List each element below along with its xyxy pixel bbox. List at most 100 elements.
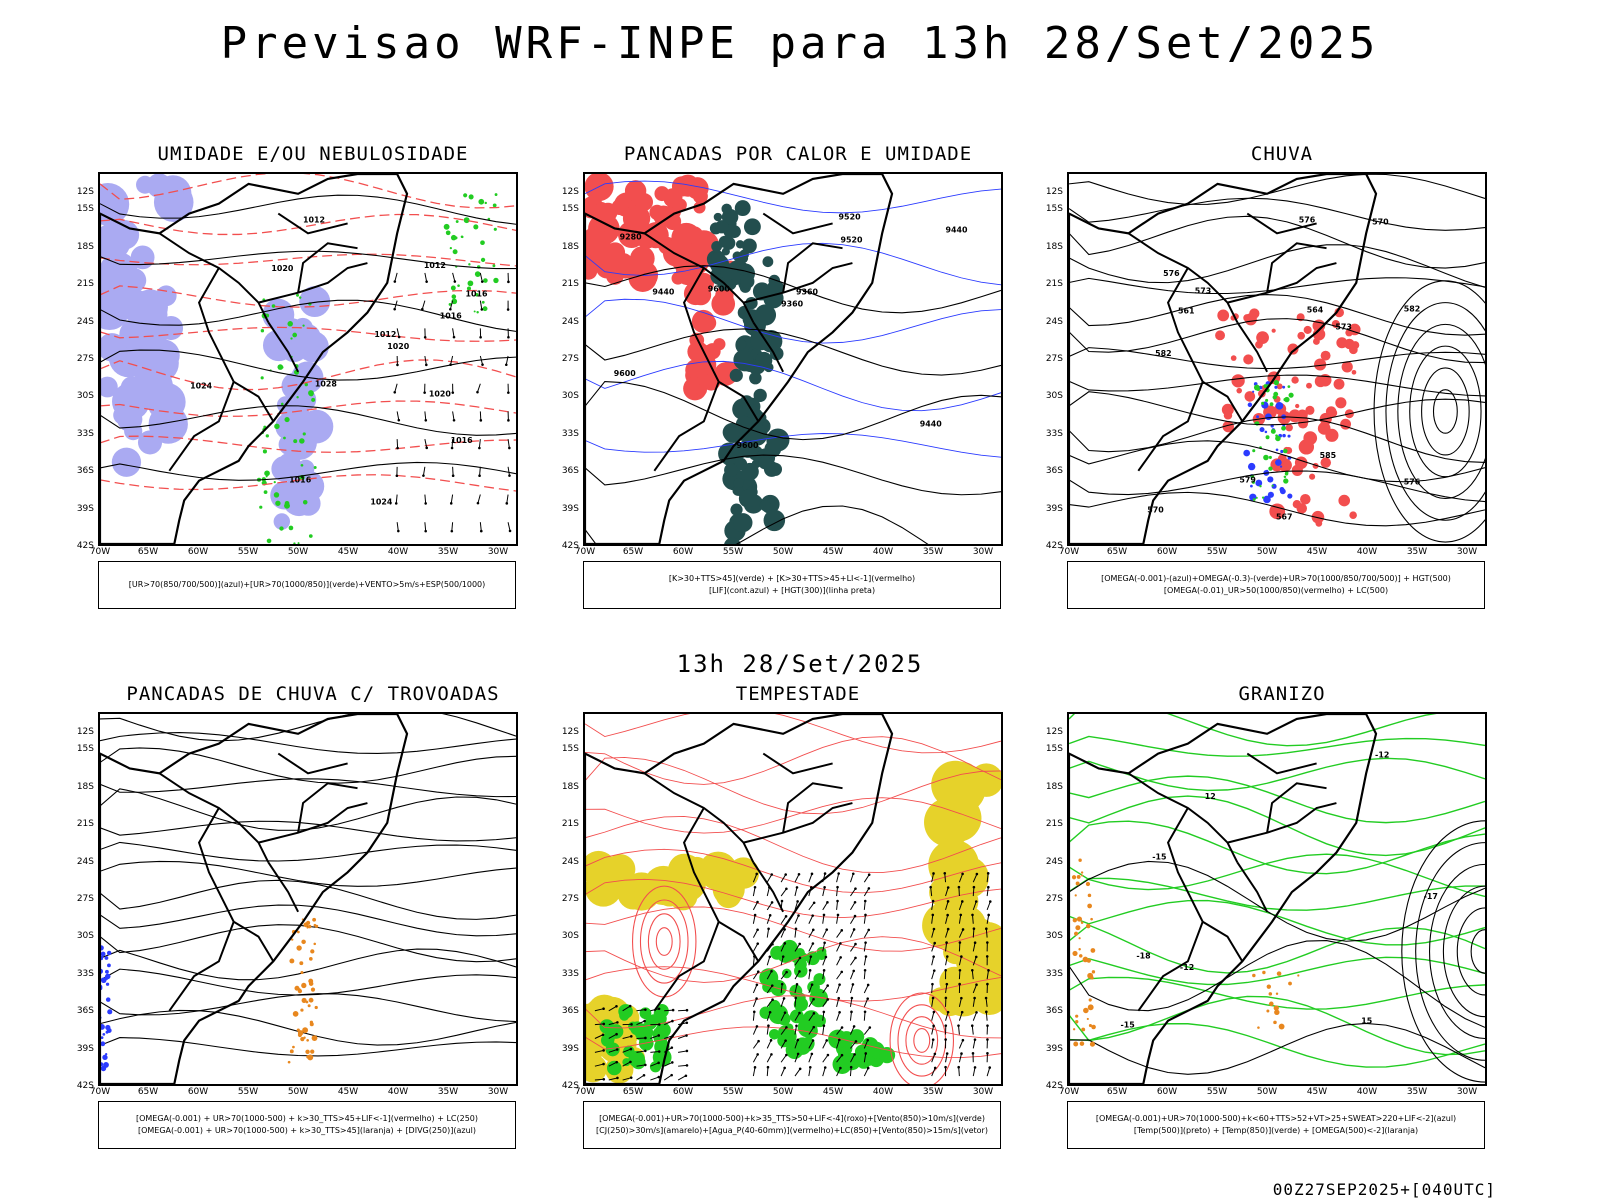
rain-shade [1314, 358, 1327, 371]
wind-vector-head [480, 280, 484, 283]
wind-vector [971, 970, 974, 980]
convection-shade [713, 338, 726, 351]
thunderstorm-shade [105, 1030, 109, 1034]
rain-shade [1291, 464, 1303, 476]
contour-label: 1020 [271, 264, 294, 273]
rain-shade [1351, 369, 1357, 375]
wind-vector [836, 887, 839, 897]
longitude-tick-label: 60W [187, 1087, 209, 1097]
rain-shade [1303, 325, 1312, 334]
humidity-shade [130, 245, 155, 270]
convection-shade [697, 373, 711, 387]
rain-shade [1296, 409, 1308, 421]
contour-line [585, 816, 1001, 874]
contour-line [585, 736, 1001, 785]
wind-vector [752, 1026, 758, 1035]
wind-vector-head [767, 1024, 770, 1027]
thunderstorm-shade [306, 1038, 309, 1042]
rain-shade [1282, 433, 1286, 438]
rain-shade [1281, 425, 1286, 431]
wind-vector-head [770, 1053, 773, 1056]
latitude-tick-label: 30S [561, 391, 579, 402]
contour-line [905, 1016, 939, 1065]
contour-label: 9440 [920, 419, 943, 428]
wind-vector-head [986, 941, 989, 944]
longitude-tick-label: 45W [337, 547, 359, 557]
humidity-shade [466, 286, 472, 291]
panel-title: UMIDADE E/OU NEBULOSIDADE [157, 143, 469, 165]
wind-vector-head [602, 1078, 606, 1081]
humidity-shade [265, 434, 269, 438]
contour-line [1069, 757, 1485, 792]
wind-vector-head [476, 501, 480, 505]
wind-vector [794, 887, 798, 897]
rain-shade [1274, 385, 1278, 389]
wind-vector-head [972, 927, 976, 930]
wind-shade [802, 1010, 821, 1028]
convection-shade [663, 188, 683, 208]
wind-vector-head [657, 1007, 661, 1011]
contour-line [100, 250, 516, 270]
hail-shade [1074, 931, 1079, 936]
wind-vector-head [929, 885, 932, 889]
contour-line [585, 454, 1001, 496]
latitude-tick-label: 12S [1045, 187, 1063, 197]
hail-shade [1075, 881, 1080, 886]
humidity-shade [297, 542, 300, 544]
wind-vector-head [946, 900, 950, 903]
rain-shade [1265, 413, 1272, 421]
wind-vector-head [946, 927, 950, 931]
hail-shade [1088, 1023, 1092, 1028]
thunderstorm-shade [292, 1011, 299, 1017]
hail-shade [1087, 903, 1092, 909]
humidity-shade [482, 306, 488, 312]
rain-shade [1284, 472, 1289, 476]
hail-shade [1083, 1007, 1089, 1014]
humidity-shade [475, 293, 479, 297]
wind-vector [836, 971, 843, 980]
wind-vector-head [863, 968, 867, 972]
wind-vector-head [961, 1038, 965, 1042]
wind-vector-head [769, 1039, 773, 1042]
wind-vector [808, 984, 813, 994]
panel-title: GRANIZO [1238, 683, 1326, 705]
hail-shade [1275, 992, 1279, 995]
wind-vector-head [771, 998, 774, 1001]
wind-vector [394, 300, 398, 310]
thunderstorm-shade [309, 956, 313, 961]
wind-shade [622, 1058, 631, 1067]
wind-vector [863, 984, 869, 994]
longitude-tick-label: 55W [722, 547, 744, 557]
contour-line [100, 788, 516, 831]
wind-vector-head [840, 1053, 844, 1057]
wind-vector-head [753, 913, 757, 917]
contour-line [913, 1028, 931, 1053]
rain-shade [1222, 420, 1234, 433]
hail-shade [1266, 1009, 1270, 1013]
humidity-shade [263, 490, 268, 494]
wind-vector-head [822, 1010, 826, 1014]
wind-vector-head [840, 929, 844, 932]
wind-vector [972, 997, 976, 1007]
contour-label: -12 [1180, 963, 1194, 972]
wind-vector-head [766, 1065, 770, 1069]
wind-vector [945, 928, 949, 938]
contour-line [1069, 995, 1485, 1056]
wind-vector [608, 1005, 617, 1012]
wind-vector-head [825, 1039, 829, 1042]
wind-vector-head [452, 418, 456, 422]
wind-vector [752, 887, 756, 897]
humidity-shade [284, 502, 290, 509]
wind-shade [794, 964, 808, 978]
rain-shade [1305, 405, 1315, 415]
wind-vector-head [958, 982, 961, 986]
wind-vector [986, 873, 989, 883]
wind-vector [931, 901, 934, 910]
wind-vector-head [768, 914, 772, 917]
longitude-tick-label: 65W [1106, 547, 1128, 557]
longitude-tick-label: 65W [137, 547, 159, 557]
wind-vector [794, 1068, 801, 1077]
wind-vector [945, 956, 948, 966]
longitude-tick-label: 35W [437, 547, 459, 557]
humidity-shade [463, 217, 470, 224]
